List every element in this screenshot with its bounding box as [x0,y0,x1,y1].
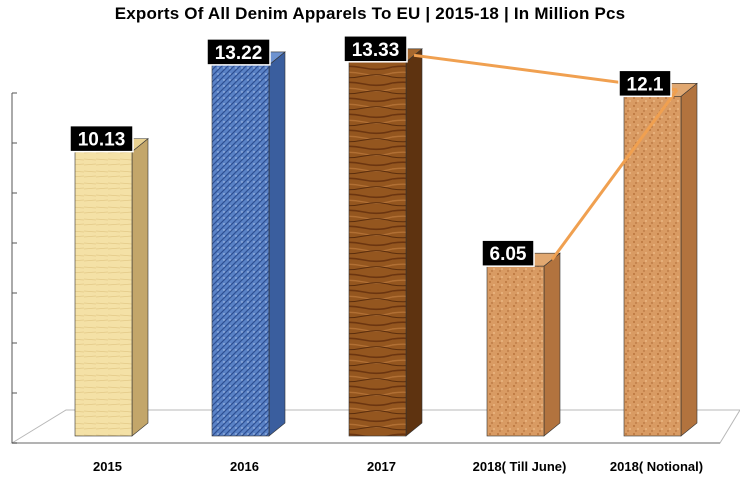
bar-side [680,82,698,437]
bar-side [405,48,423,437]
data-label: 13.22 [206,38,271,66]
x-tick-label: 2016 [230,459,259,474]
data-label-text: 12.1 [627,74,664,95]
bar-side [543,252,561,437]
bar-side [268,51,286,437]
data-label: 12.1 [618,69,672,98]
data-label-text: 13.22 [215,43,263,64]
bar-2 [348,48,423,437]
connector-line [550,88,679,261]
bar-1 [211,51,286,437]
x-tick-label: 2018( Till June) [473,459,567,474]
y-axis [11,92,17,444]
x-tick-label: 2015 [93,459,122,474]
data-label-box [69,124,134,153]
bar-4 [623,82,698,437]
data-label-text: 10.13 [78,130,126,151]
x-tick-label: 2017 [367,459,396,474]
data-label-box [618,69,672,98]
bar-front [74,151,133,437]
data-label: 6.05 [481,239,535,267]
bar-0 [74,138,149,437]
data-label-text: 13.33 [352,40,400,61]
chart-title: Exports Of All Denim Apparels To EU | 20… [114,4,626,23]
bar-side [131,138,149,437]
x-tick-label: 2018( Notional) [610,459,703,474]
bar-3 [486,252,561,437]
data-label-box [206,38,271,66]
data-label: 10.13 [69,124,134,153]
bar-front [348,61,407,437]
data-label-box [481,239,535,267]
data-label-box [343,35,408,63]
data-label-text: 6.05 [490,244,527,265]
data-label: 13.33 [343,35,408,63]
bar-front [623,96,682,437]
bar-front [486,265,545,437]
bar-front [211,64,270,437]
